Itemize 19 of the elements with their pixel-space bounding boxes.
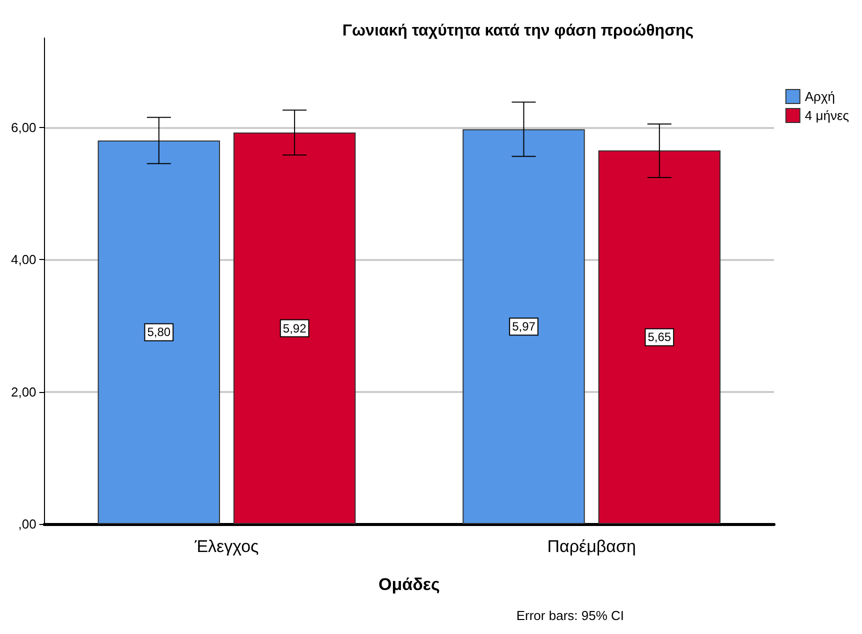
bar <box>233 132 356 524</box>
y-tick-label: ,00 <box>18 516 36 532</box>
chart-title: Γωνιακή ταχύτητα κατά την φάση προώθησης <box>342 22 694 40</box>
data-label: 5,97 <box>512 320 536 334</box>
text: Error bars: 95% CI <box>516 608 624 623</box>
legend-label: 4 μήνες <box>804 108 849 123</box>
data-label: 5,80 <box>147 325 171 340</box>
x-tick-label: Παρέμβαση <box>547 537 636 556</box>
bar <box>598 150 721 524</box>
data-label: 5,92 <box>282 321 307 336</box>
bar <box>98 140 220 524</box>
y-tick-label: 6,00 <box>10 120 36 135</box>
data-label: 5,65 <box>648 330 672 344</box>
legend-label: Αρχή <box>804 89 835 104</box>
y-tick-label: 4,00 <box>10 252 36 268</box>
bar <box>462 129 585 524</box>
x-tick-label: Έλεγχος <box>194 537 259 556</box>
x-axis-title: Ομάδες <box>378 575 440 594</box>
y-tick-label: 2,00 <box>10 384 36 400</box>
